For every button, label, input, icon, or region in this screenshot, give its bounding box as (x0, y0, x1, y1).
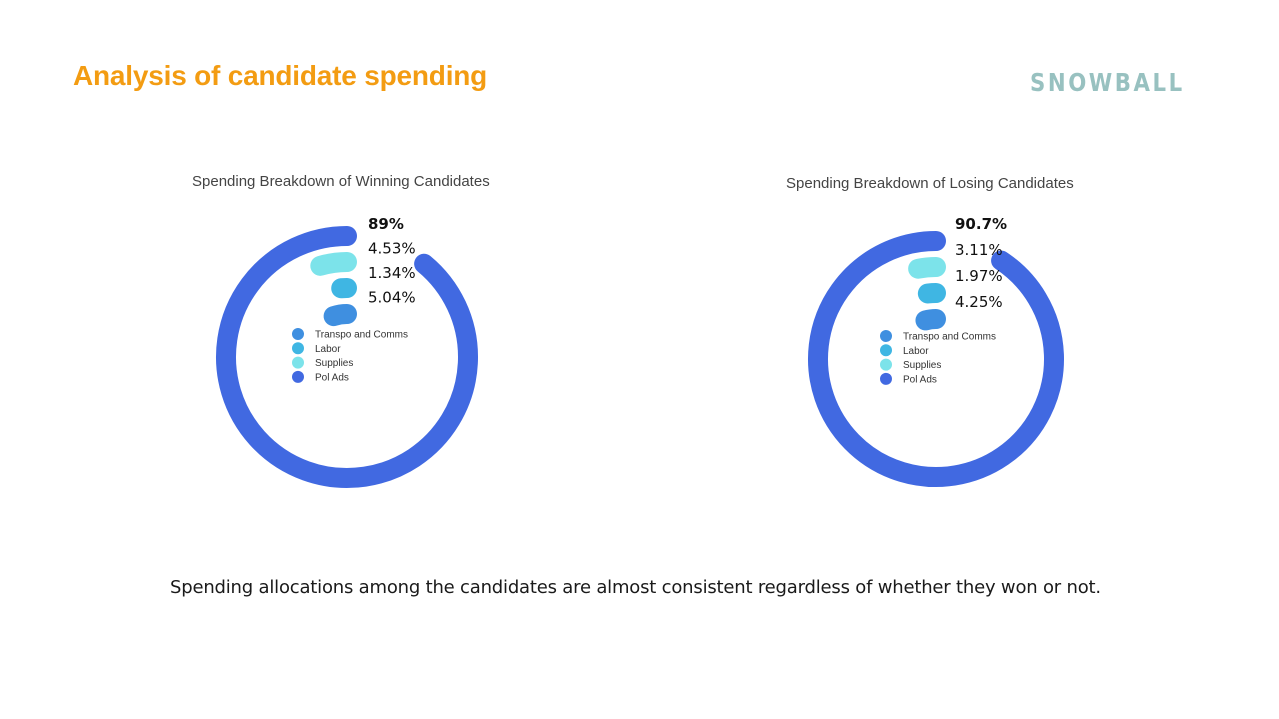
losing-legend-swatch (880, 372, 892, 385)
losing-legend-label: Transpo and Comms (903, 332, 996, 343)
snowball-logo: SNOWBALL (1030, 68, 1185, 97)
summary-text: Spending allocations among the candidate… (170, 577, 1101, 598)
winning-arc-supplies (310, 252, 357, 276)
winning-value-label-supplies: 4.53% (368, 240, 416, 258)
losing-legend-swatch (880, 344, 892, 357)
losing-arc-labor (917, 283, 946, 304)
winning-legend-label: Transpo and Comms (315, 330, 408, 341)
winning-legend-label: Labor (315, 344, 341, 355)
losing-value-label-transpo-and-comms: 4.25% (955, 293, 1003, 311)
winning-value-label-pol-ads: 89% (368, 215, 404, 233)
losing-legend-swatch (880, 358, 892, 371)
winning-legend-label: Supplies (315, 358, 353, 369)
losing-value-label-pol-ads: 90.7% (955, 215, 1007, 233)
losing-value-label-labor: 1.97% (955, 267, 1003, 285)
losing-legend-label: Labor (903, 346, 929, 357)
winning-legend-swatch (292, 328, 304, 340)
losing-chart-title: Spending Breakdown of Losing Candidates (786, 175, 1074, 192)
winning-spending-chart: 89% 4.53% 1.34% 5.04% Transpo and Comms Labor… (216, 215, 478, 488)
winning-legend-swatch (292, 342, 304, 355)
winning-legend-swatch (292, 356, 304, 369)
winning-legend-label: Pol Ads (315, 372, 349, 383)
losing-legend-swatch (880, 330, 892, 342)
winning-arc-transpo-and-comms (323, 304, 357, 327)
losing-legend-label: Pol Ads (903, 374, 937, 385)
losing-arc-pol-ads (808, 231, 1064, 487)
winning-legend-swatch (292, 370, 304, 383)
winning-value-label-labor: 1.34% (368, 264, 416, 282)
slide-title: Analysis of candidate spending (73, 60, 488, 91)
losing-spending-chart: 90.7% 3.11% 1.97% 4.25% Transpo and Comms Lab… (808, 215, 1064, 487)
winning-arc-pol-ads (216, 226, 478, 488)
losing-arc-transpo-and-comms (915, 309, 946, 331)
losing-legend-label: Supplies (903, 360, 941, 371)
winning-value-label-transpo-and-comms: 5.04% (368, 289, 416, 307)
losing-value-label-supplies: 3.11% (955, 241, 1003, 259)
winning-chart-title: Spending Breakdown of Winning Candidates (192, 173, 490, 190)
losing-arc-supplies (908, 257, 946, 279)
